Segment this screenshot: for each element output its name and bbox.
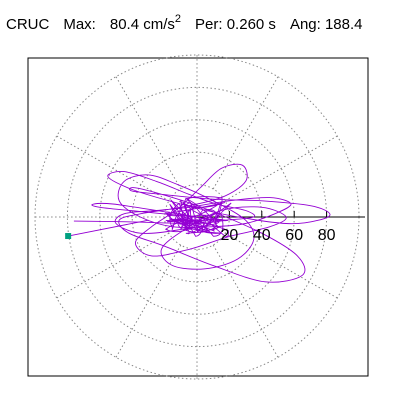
tick-label-40: 40	[253, 227, 271, 244]
grid-spoke-330	[224, 232, 338, 299]
station-code: CRUC	[6, 16, 50, 33]
grid-spoke-30	[224, 135, 338, 202]
tick-labels: 20 40 60 80	[221, 227, 336, 244]
grid-spoke-120	[115, 76, 182, 190]
grid-spoke-60	[212, 76, 279, 190]
tick-label-60: 60	[285, 227, 303, 244]
max-unit: cm/s	[143, 16, 175, 33]
tick-label-20: 20	[221, 227, 239, 244]
grid-spoke-210	[56, 232, 170, 299]
grid-spoke-240	[115, 244, 182, 358]
peak-marker-group	[65, 219, 149, 240]
peak-marker	[65, 233, 72, 240]
grid-spoke-300	[212, 244, 279, 358]
grid-spoke-150	[56, 135, 170, 202]
chart-header: CRUC Max: 80.4 cm/s2 Per: 0.260 s Ang: 188.4	[6, 13, 363, 33]
per-label: Per:	[195, 16, 223, 33]
ang-value: 188.4	[324, 16, 363, 33]
max-value: 80.4	[109, 16, 140, 33]
orbit-trace-core	[164, 196, 232, 237]
per-value: 0.260 s	[226, 16, 276, 33]
tick-label-80: 80	[318, 227, 336, 244]
orbit-trace-group	[73, 163, 331, 283]
ang-label: Ang:	[289, 16, 321, 33]
peak-line	[68, 219, 149, 237]
max-label: Max:	[63, 16, 96, 33]
max-unit-exponent: 2	[174, 13, 182, 25]
orbit-trace	[73, 163, 331, 283]
